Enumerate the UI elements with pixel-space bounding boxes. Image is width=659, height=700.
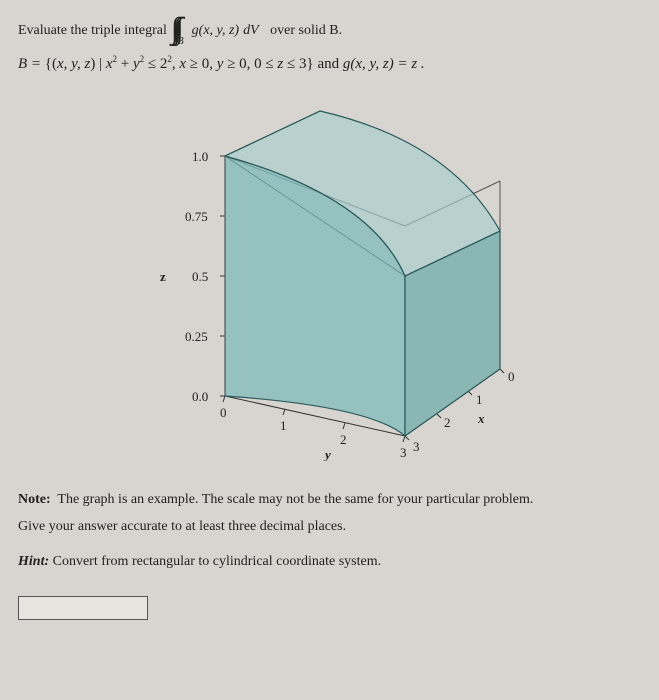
y-axis-label: y	[323, 447, 331, 461]
x-tick-3: 3	[413, 439, 420, 454]
solid-body	[225, 111, 500, 436]
z-tick-1: 0.25	[185, 329, 208, 344]
z-tick-2: 0.5	[192, 269, 208, 284]
problem-line-1: Evaluate the triple integral ∫∫∫B g(x, y…	[18, 14, 641, 48]
problem-line-2: B = {(x, y, z) | x2 + y2 ≤ 22, x ≥ 0, y …	[18, 54, 641, 73]
region-lead: B =	[18, 56, 41, 72]
y-tick-3: 3	[400, 445, 407, 460]
y-tick-1: 1	[280, 418, 287, 433]
z-tick-4: 1.0	[192, 149, 208, 164]
z-axis-label: z	[160, 269, 166, 284]
g-def: g(x, y, z) = z .	[343, 56, 425, 72]
chart-container: 0.0 0.25 0.5 0.75 1.0 z 0 1 2 3 y 3 2	[18, 101, 641, 461]
triple-integral-symbol: ∫∫∫	[171, 12, 178, 46]
answer-input[interactable]	[18, 596, 148, 620]
note-text-1: The graph is an example. The scale may n…	[57, 492, 533, 507]
y-tick-0: 0	[220, 405, 227, 420]
hint-text: Convert from rectangular to cylindrical …	[53, 554, 382, 569]
x-tick-2: 2	[444, 415, 451, 430]
z-tick-3: 0.75	[185, 209, 208, 224]
integral-subscript: B	[178, 36, 184, 47]
note-block: Note: The graph is an example. The scale…	[18, 487, 641, 540]
dV: dV	[243, 23, 259, 39]
hint-prefix: Hint:	[18, 554, 49, 569]
note-text-2: Give your answer accurate to at least th…	[18, 519, 346, 534]
z-tick-0: 0.0	[192, 389, 208, 404]
region-tail: and	[317, 56, 339, 72]
note-prefix: Note:	[18, 492, 51, 507]
x-axis-label: x	[477, 411, 485, 426]
solid-3d-chart: 0.0 0.25 0.5 0.75 1.0 z 0 1 2 3 y 3 2	[130, 101, 530, 461]
x-tick-1: 1	[476, 392, 483, 407]
lead-text: Evaluate the triple integral	[18, 23, 167, 39]
over-text: over solid B.	[270, 23, 342, 39]
integrand: g(x, y, z)	[192, 23, 239, 39]
hint-block: Hint: Convert from rectangular to cylind…	[18, 554, 641, 570]
y-tick-2: 2	[340, 432, 347, 447]
x-tick-0: 0	[508, 369, 515, 384]
z-axis-ticks: 0.0 0.25 0.5 0.75 1.0 z	[160, 149, 225, 404]
region-set: {(x, y, z) | x2 + y2 ≤ 22, x ≥ 0, y ≥ 0,…	[45, 56, 314, 72]
